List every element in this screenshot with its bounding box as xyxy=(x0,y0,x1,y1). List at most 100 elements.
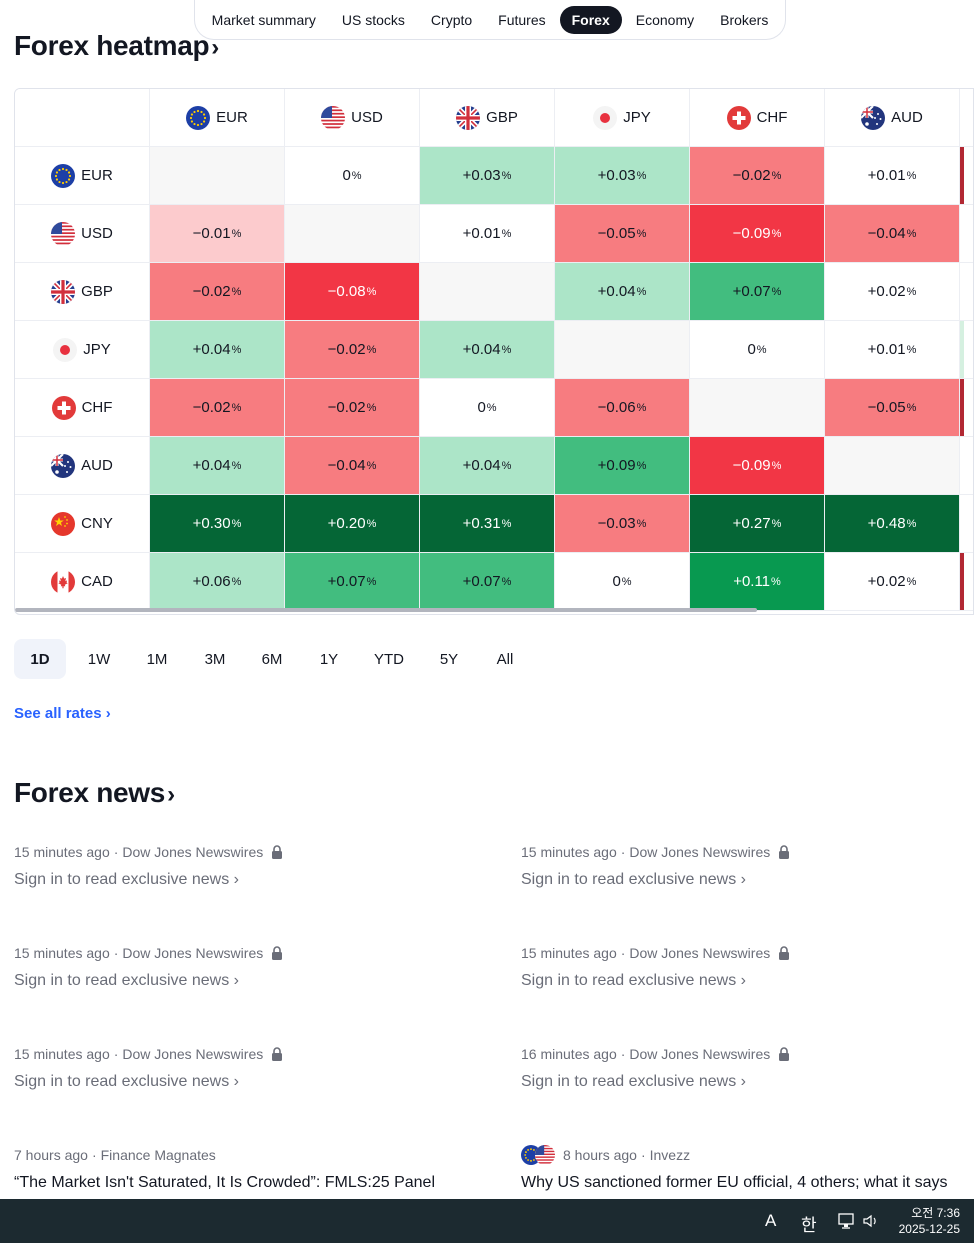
column-header-usd[interactable]: USD xyxy=(285,89,420,147)
rate-cell-cny-jpy[interactable]: −0.03% xyxy=(555,495,690,553)
nav-tab-market-summary[interactable]: Market summary xyxy=(211,11,316,28)
see-all-rates-link[interactable]: See all rates › xyxy=(14,705,111,722)
range-1m[interactable]: 1M xyxy=(146,650,168,668)
nav-tab-economy[interactable]: Economy xyxy=(635,11,695,28)
news-item[interactable]: 16 minutes ago · Dow Jones Newswires Sign i… xyxy=(521,1045,971,1091)
column-header-jpy[interactable]: JPY xyxy=(555,89,690,147)
volume-icon[interactable] xyxy=(862,1212,880,1235)
column-header-gbp[interactable]: GBP xyxy=(420,89,555,147)
rate-cell-aud-jpy[interactable]: +0.09% xyxy=(555,437,690,495)
rate-cell-chf-eur[interactable]: −0.02% xyxy=(150,379,285,437)
news-headline[interactable]: Sign in to read exclusive news › xyxy=(521,1073,971,1091)
rate-cell-usd-eur[interactable]: −0.01% xyxy=(150,205,285,263)
range-ytd[interactable]: YTD xyxy=(374,650,404,668)
horizontal-scrollbar[interactable] xyxy=(15,608,757,612)
rate-cell-eur-usd[interactable]: 0% xyxy=(285,147,420,205)
percent-sign: % xyxy=(906,401,917,414)
rate-cell-gbp-usd[interactable]: −0.08% xyxy=(285,263,420,321)
row-header-jpy[interactable]: JPY xyxy=(15,321,150,379)
rate-cell-cny-usd[interactable]: +0.20% xyxy=(285,495,420,553)
rate-cell-cad-gbp[interactable]: +0.07% xyxy=(420,553,555,611)
news-headline[interactable]: “The Market Isn't Saturated, It Is Crowd… xyxy=(14,1174,464,1192)
rate-cell-usd-chf[interactable]: −0.09% xyxy=(690,205,825,263)
row-header-usd[interactable]: USD xyxy=(15,205,150,263)
column-header-eur[interactable]: EUR xyxy=(150,89,285,147)
range-1y[interactable]: 1Y xyxy=(319,650,339,668)
news-headline-text: Sign in to read exclusive news xyxy=(14,1073,230,1090)
range-1d[interactable]: 1D xyxy=(14,639,66,679)
news-item[interactable]: 15 minutes ago · Dow Jones Newswires Sign i… xyxy=(14,1045,464,1091)
news-headline[interactable]: Sign in to read exclusive news › xyxy=(14,972,464,990)
news-item[interactable]: 7 hours ago · Finance Magnates “The Market … xyxy=(14,1146,464,1192)
news-headline[interactable]: Sign in to read exclusive news › xyxy=(521,972,971,990)
rate-cell-cny-eur[interactable]: +0.30% xyxy=(150,495,285,553)
nav-tab-us-stocks[interactable]: US stocks xyxy=(341,11,405,28)
news-title[interactable]: Forex news› xyxy=(14,777,175,809)
rate-cell-usd-gbp[interactable]: +0.01% xyxy=(420,205,555,263)
rate-cell-chf-jpy[interactable]: −0.06% xyxy=(555,379,690,437)
rate-cell-chf-aud[interactable]: −0.05% xyxy=(825,379,960,437)
news-time: 15 minutes ago xyxy=(521,945,617,961)
news-item[interactable]: 8 hours ago · Invezz Why US sanctioned form… xyxy=(521,1145,971,1192)
rate-cell-jpy-aud[interactable]: +0.01% xyxy=(825,321,960,379)
rate-cell-cad-chf[interactable]: +0.11% xyxy=(690,553,825,611)
news-item[interactable]: 15 minutes ago · Dow Jones Newswires Sign i… xyxy=(14,843,464,889)
news-item[interactable]: 15 minutes ago · Dow Jones Newswires Sign i… xyxy=(14,944,464,990)
range-all[interactable]: All xyxy=(496,650,514,668)
column-header-chf[interactable]: CHF xyxy=(690,89,825,147)
news-headline[interactable]: Sign in to read exclusive news › xyxy=(14,871,464,889)
rate-cell-cad-usd[interactable]: +0.07% xyxy=(285,553,420,611)
rate-cell-aud-gbp[interactable]: +0.04% xyxy=(420,437,555,495)
heatmap-title[interactable]: Forex heatmap› xyxy=(14,30,219,62)
rate-cell-aud-usd[interactable]: −0.04% xyxy=(285,437,420,495)
rate-cell-chf-gbp[interactable]: 0% xyxy=(420,379,555,437)
rate-cell-cny-aud[interactable]: +0.48% xyxy=(825,495,960,553)
rate-cell-gbp-aud[interactable]: +0.02% xyxy=(825,263,960,321)
rate-cell-cny-gbp[interactable]: +0.31% xyxy=(420,495,555,553)
rate-cell-eur-jpy[interactable]: +0.03% xyxy=(555,147,690,205)
nav-tab-forex[interactable]: Forex xyxy=(559,5,622,34)
rate-cell-gbp-eur[interactable]: −0.02% xyxy=(150,263,285,321)
rate-cell-eur-gbp[interactable]: +0.03% xyxy=(420,147,555,205)
rate-cell-jpy-chf[interactable]: 0% xyxy=(690,321,825,379)
rate-cell-jpy-eur[interactable]: +0.04% xyxy=(150,321,285,379)
row-header-eur[interactable]: EUR xyxy=(15,147,150,205)
news-item[interactable]: 15 minutes ago · Dow Jones Newswires Sign i… xyxy=(521,944,971,990)
rate-cell-aud-chf[interactable]: −0.09% xyxy=(690,437,825,495)
rate-cell-cny-chf[interactable]: +0.27% xyxy=(690,495,825,553)
row-header-cny[interactable]: CNY xyxy=(15,495,150,553)
row-header-gbp[interactable]: GBP xyxy=(15,263,150,321)
ime-mode-icon[interactable]: A xyxy=(765,1211,777,1230)
news-headline[interactable]: Sign in to read exclusive news › xyxy=(521,871,971,889)
range-6m[interactable]: 6M xyxy=(261,650,283,668)
range-1w[interactable]: 1W xyxy=(87,650,111,668)
rate-cell-eur-chf[interactable]: −0.02% xyxy=(690,147,825,205)
rate-cell-chf-usd[interactable]: −0.02% xyxy=(285,379,420,437)
nav-tab-brokers[interactable]: Brokers xyxy=(720,11,769,28)
nav-tab-crypto[interactable]: Crypto xyxy=(430,11,473,28)
range-5y[interactable]: 5Y xyxy=(439,650,459,668)
range-3m[interactable]: 3M xyxy=(204,650,226,668)
rate-cell-gbp-chf[interactable]: +0.07% xyxy=(690,263,825,321)
news-headline[interactable]: Why US sanctioned former EU official, 4 … xyxy=(521,1174,971,1192)
row-header-chf[interactable]: CHF xyxy=(15,379,150,437)
news-item[interactable]: 15 minutes ago · Dow Jones Newswires Sign i… xyxy=(521,843,971,889)
rate-cell-usd-jpy[interactable]: −0.05% xyxy=(555,205,690,263)
column-header-aud[interactable]: AUD xyxy=(825,89,960,147)
rate-cell-jpy-usd[interactable]: −0.02% xyxy=(285,321,420,379)
rate-cell-usd-aud[interactable]: −0.04% xyxy=(825,205,960,263)
row-header-cad[interactable]: CAD xyxy=(15,553,150,611)
rate-cell-eur-aud[interactable]: +0.01% xyxy=(825,147,960,205)
rate-cell-jpy-gbp[interactable]: +0.04% xyxy=(420,321,555,379)
rate-cell-cad-eur[interactable]: +0.06% xyxy=(150,553,285,611)
nav-tab-futures[interactable]: Futures xyxy=(498,11,546,28)
network-icon[interactable] xyxy=(838,1212,856,1235)
ime-hangul-icon[interactable]: 한 xyxy=(801,1216,817,1235)
rate-cell-cad-jpy[interactable]: 0% xyxy=(555,553,690,611)
rate-cell-aud-eur[interactable]: +0.04% xyxy=(150,437,285,495)
rate-cell-gbp-jpy[interactable]: +0.04% xyxy=(555,263,690,321)
taskbar-clock[interactable]: 오전 7:36 2025-12-25 xyxy=(899,1205,960,1237)
news-headline[interactable]: Sign in to read exclusive news › xyxy=(14,1073,464,1091)
row-header-aud[interactable]: AUD xyxy=(15,437,150,495)
rate-cell-cad-aud[interactable]: +0.02% xyxy=(825,553,960,611)
